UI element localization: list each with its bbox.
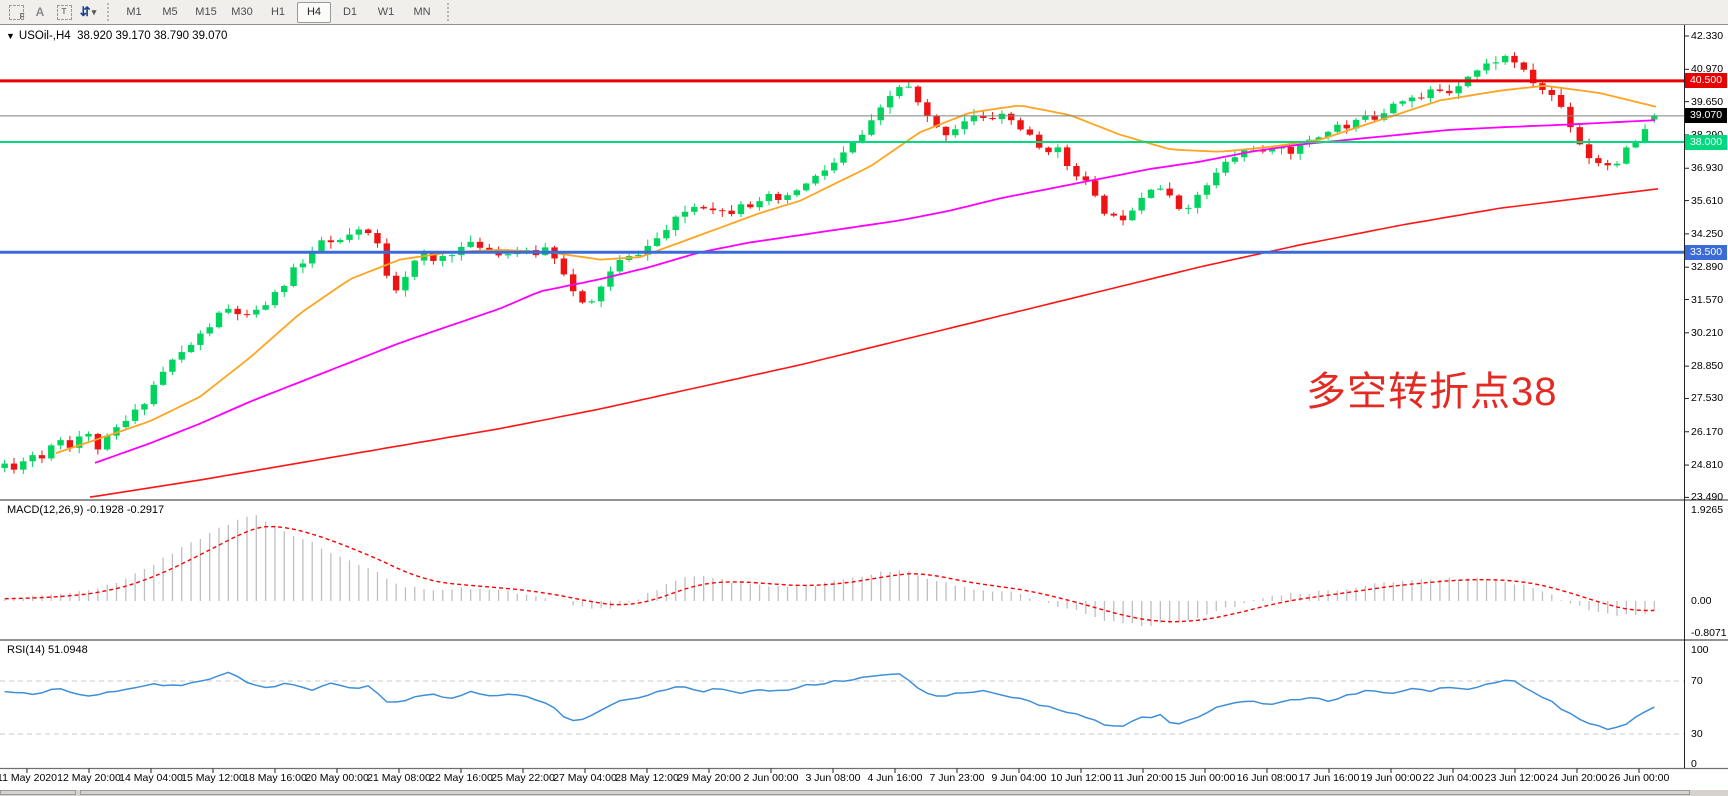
chart-title: ▼ USOil-,H4 38.920 39.170 38.790 39.070 [6, 30, 227, 42]
date-tick-label: 10 Jun 12:00 [1050, 772, 1112, 784]
date-tick-label: 22 May 16:00 [429, 772, 493, 784]
moving-averages-layer [55, 84, 1659, 498]
timeframe-button-h4[interactable]: H4 [297, 1, 331, 23]
price-badge: 40.500 [1685, 73, 1727, 89]
price-tick-label: 24.810 [1691, 459, 1724, 472]
date-tick-label: 9 Jun 04:00 [991, 772, 1047, 784]
price-tick-label: 36.930 [1691, 162, 1724, 175]
price-tick-label: 39.650 [1691, 95, 1724, 108]
date-tick-label: 11 May 2020 [0, 772, 57, 784]
date-tick-label: 26 Jun 00:00 [1608, 772, 1670, 784]
bottom-scroll-strip[interactable] [0, 790, 1728, 796]
date-tick-label: 14 May 04:00 [119, 772, 183, 784]
chart-text-annotation[interactable]: 多空转折点38 [1306, 370, 1558, 414]
price-tick-label: 27.530 [1691, 392, 1724, 405]
date-tick-label: 21 May 08:00 [367, 772, 431, 784]
price-tick-label: 32.890 [1691, 261, 1724, 274]
timeframe-button-w1[interactable]: W1 [377, 5, 395, 18]
chart-canvas[interactable] [0, 25, 1728, 796]
date-tick-label: 12 May 20:00 [57, 772, 121, 784]
price-tick-label: 28.850 [1691, 360, 1724, 373]
timeframe-button-mn[interactable]: MN [413, 5, 431, 18]
date-tick-label: 23 Jun 12:00 [1484, 772, 1546, 784]
toolbar-separator [107, 3, 109, 21]
timeframe-button-group: M1 M5 M15 M30 H1 H4 D1 W1 MN [116, 1, 440, 23]
date-tick-label: 28 May 12:00 [615, 772, 679, 784]
price-tick-label: 23.490 [1691, 491, 1724, 504]
date-tick-label: 27 May 04:00 [553, 772, 617, 784]
date-tick-label: 20 May 00:00 [305, 772, 369, 784]
price-tick-label: 42.330 [1691, 30, 1724, 42]
macd-tick-label: 0.00 [1691, 595, 1712, 607]
dropdown-caret-icon: ▾ [91, 6, 97, 17]
symbol-period-label: USOil-,H4 [18, 30, 71, 42]
rsi-tick-label: 30 [1691, 728, 1703, 740]
scroll-segment[interactable] [80, 790, 1690, 795]
cycle-arrows-icon[interactable]: ⇵ ▾ [79, 4, 97, 19]
price-badge: 38.000 [1685, 134, 1727, 150]
timeframe-button-h1[interactable]: H1 [270, 5, 286, 18]
macd-indicator-label: MACD(12,26,9) -0.1928 -0.2917 [7, 504, 165, 516]
price-tick-label: 26.170 [1691, 425, 1724, 438]
text-label-icon[interactable]: A [35, 5, 45, 19]
timeframe-button-m5[interactable]: M5 [162, 5, 178, 18]
rsi-tick-label: 70 [1691, 675, 1703, 687]
text-box-icon[interactable]: T [54, 3, 74, 21]
price-tick-label: 34.250 [1691, 227, 1724, 240]
macd-tick-label: 1.9265 [1691, 504, 1724, 516]
timeframe-button-m1[interactable]: M1 [126, 5, 142, 18]
rsi-indicator-label: RSI(14) 51.0948 [7, 644, 88, 656]
price-tick-label: 35.610 [1691, 194, 1724, 207]
rsi-line [4, 671, 1655, 731]
date-tick-label: 17 Jun 16:00 [1298, 772, 1360, 784]
rsi-tick-label: 0 [1691, 758, 1697, 770]
price-tick-label: 40.970 [1691, 63, 1724, 76]
date-tick-label: 11 Jun 20:00 [1113, 772, 1173, 784]
date-tick-label: 19 Jun 00:00 [1360, 772, 1422, 784]
scroll-segment[interactable] [0, 790, 76, 795]
collapse-triangle-icon[interactable]: ▼ [6, 31, 15, 41]
timeframe-button-d1[interactable]: D1 [342, 5, 358, 18]
price-tick-label: 30.210 [1691, 326, 1724, 339]
price-tick-label: 31.570 [1691, 293, 1724, 306]
date-tick-label: 16 Jun 08:00 [1236, 772, 1298, 784]
timeframe-button-m15[interactable]: M15 [195, 5, 217, 18]
price-badge: 39.070 [1685, 108, 1727, 124]
date-tick-label: 25 May 22:00 [491, 772, 555, 784]
toolbar: F A T ⇵ ▾ M1 M5 M15 M30 H1 H4 D1 W1 MN [0, 0, 1728, 25]
timeframe-button-m30[interactable]: M30 [231, 5, 253, 18]
date-tick-label: 15 May 12:00 [181, 772, 245, 784]
date-tick-label: 4 Jun 16:00 [867, 772, 923, 784]
date-tick-label: 15 Jun 00:00 [1174, 772, 1236, 784]
macd-signal-line [4, 525, 1655, 623]
date-tick-label: 3 Jun 08:00 [805, 772, 861, 784]
date-tick-label: 18 May 16:00 [243, 772, 307, 784]
macd-layer [4, 515, 1655, 627]
ohlc-values: 38.920 39.170 38.790 39.070 [77, 30, 228, 42]
date-tick-label: 2 Jun 00:00 [743, 772, 799, 784]
macd-tick-label: -0.8071 [1691, 627, 1727, 639]
price-badge: 33.500 [1685, 244, 1727, 260]
chart-workspace: ▼ USOil-,H4 38.920 39.170 38.790 39.070 M… [0, 25, 1728, 796]
rsi-tick-label: 100 [1691, 644, 1709, 656]
date-tick-label: 29 May 20:00 [677, 772, 741, 784]
date-tick-label: 24 Jun 20:00 [1546, 772, 1608, 784]
toolbar-separator [447, 3, 449, 21]
indicator-template-f-icon[interactable]: F [6, 3, 26, 21]
date-tick-label: 7 Jun 23:00 [929, 772, 985, 784]
date-tick-label: 22 Jun 04:00 [1422, 772, 1484, 784]
rsi-layer [0, 671, 1684, 735]
